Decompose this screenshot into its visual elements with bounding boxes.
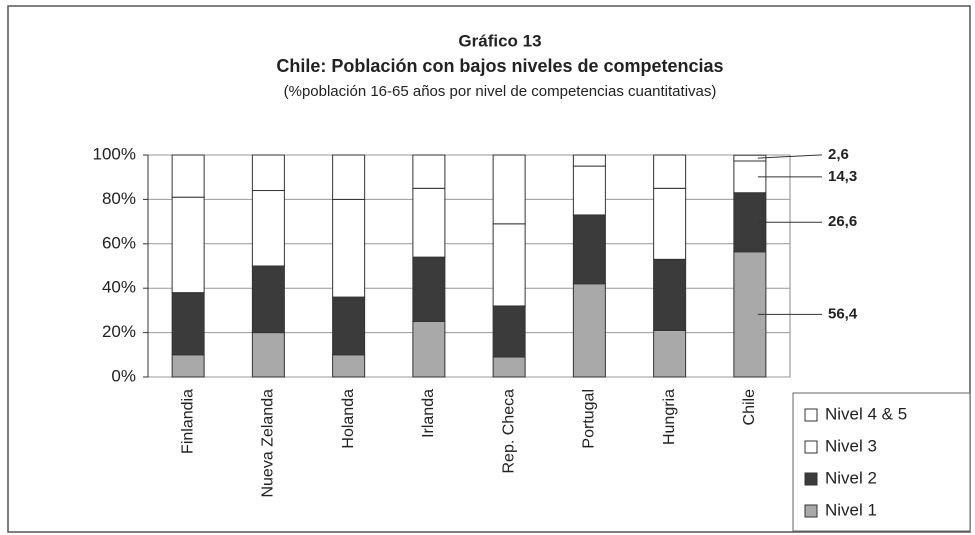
x-tick-label: Holanda: [340, 389, 357, 449]
chart-subtitle: Chile: Población con bajos niveles de co…: [276, 56, 723, 76]
bar-segment: [492, 223, 526, 307]
bar-segment: [251, 154, 285, 192]
legend-label: Nivel 1: [825, 500, 877, 519]
bar-segment: [251, 332, 285, 378]
value-label: 56,4: [828, 305, 858, 322]
y-tick-label: 60%: [102, 233, 136, 252]
bar-segment: [332, 154, 366, 200]
bar-segment: [412, 154, 446, 189]
bar-segment: [572, 165, 606, 216]
bar-segment: [251, 265, 285, 334]
chart-note: (%población 16-65 años por nivel de comp…: [284, 83, 717, 100]
legend-swatch: [804, 504, 818, 518]
bar-segment: [332, 354, 366, 378]
x-tick-label: Finlandia: [179, 389, 196, 454]
bar-segment: [653, 329, 687, 378]
bar-segment: [653, 187, 687, 260]
bar-segment: [492, 154, 526, 225]
value-label: 26,6: [828, 213, 857, 230]
y-tick-label: 0%: [111, 366, 136, 385]
y-tick-label: 80%: [102, 189, 136, 208]
legend-swatch: [804, 408, 818, 422]
bar-segment: [412, 321, 446, 378]
bar-segment: [572, 214, 606, 285]
x-tick-label: Chile: [741, 389, 758, 426]
bar-segment: [332, 198, 366, 298]
value-label: 2,6: [828, 146, 849, 163]
legend-label: Nivel 4 & 5: [825, 404, 907, 423]
bar-segment: [653, 154, 687, 189]
legend-swatch: [804, 440, 818, 454]
x-tick-label: Portugal: [581, 389, 598, 449]
bar-segment: [572, 154, 606, 167]
bar-segment: [653, 258, 687, 331]
plot-area: [147, 154, 791, 378]
bar-segment: [412, 256, 446, 322]
bar-segment: [171, 196, 205, 294]
x-tick-label: Irlanda: [420, 389, 437, 438]
bar-segment: [412, 187, 446, 258]
legend-label: Nivel 2: [825, 468, 877, 487]
bar-segment: [171, 354, 205, 378]
legend-swatch: [804, 472, 818, 486]
y-tick-label: 40%: [102, 278, 136, 297]
bar-segment: [171, 292, 205, 356]
legend-label: Nivel 3: [825, 436, 877, 455]
bar-segment: [572, 283, 606, 378]
bar-segment: [251, 190, 285, 267]
chart-title: Gráfico 13: [458, 31, 541, 50]
bar-segment: [332, 296, 366, 356]
x-tick-label: Nueva Zelanda: [260, 389, 277, 498]
value-label: 14,3: [828, 168, 857, 185]
leader-line: [757, 154, 823, 159]
y-tick-label: 20%: [102, 322, 136, 341]
legend-box: [792, 392, 971, 532]
x-tick-label: Rep. Checa: [500, 389, 517, 474]
bar-segment: [492, 356, 526, 378]
bar-segment: [171, 154, 205, 198]
x-tick-label: Hungria: [661, 389, 678, 445]
y-tick-label: 100%: [93, 144, 136, 163]
bar-segment: [492, 305, 526, 358]
